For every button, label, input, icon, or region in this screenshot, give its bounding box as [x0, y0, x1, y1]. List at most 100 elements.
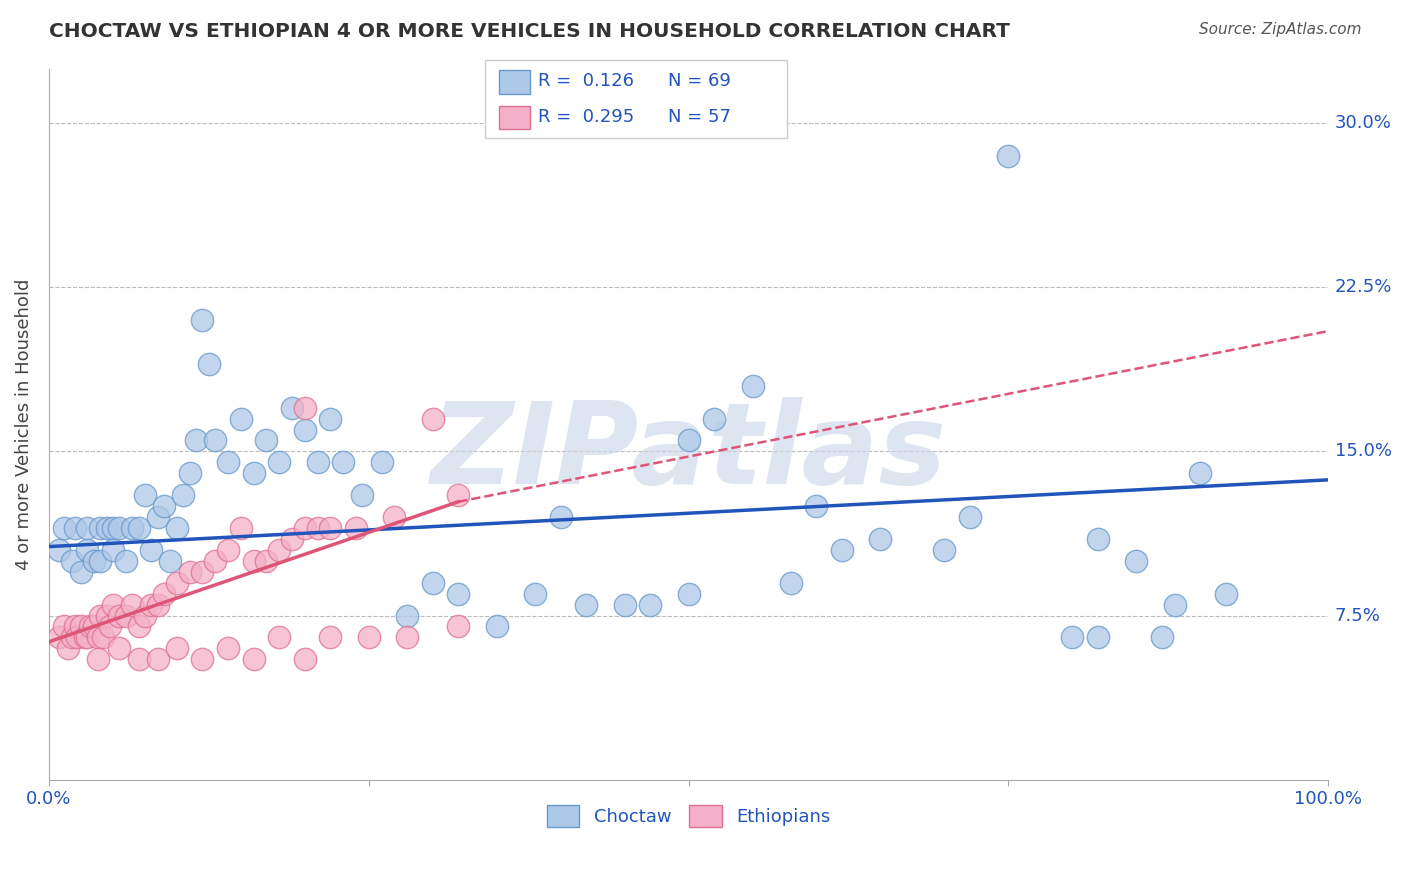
Point	[294, 521, 316, 535]
Point	[396, 631, 419, 645]
Point	[703, 411, 725, 425]
Point	[70, 619, 93, 633]
Point	[153, 499, 176, 513]
Point	[146, 652, 169, 666]
Point	[869, 532, 891, 546]
Point	[91, 631, 114, 645]
Text: 30.0%: 30.0%	[1334, 114, 1392, 132]
Y-axis label: 4 or more Vehicles in Household: 4 or more Vehicles in Household	[15, 278, 32, 570]
Point	[89, 608, 111, 623]
Point	[575, 598, 598, 612]
Point	[48, 542, 70, 557]
Point	[613, 598, 636, 612]
Point	[447, 619, 470, 633]
Point	[89, 554, 111, 568]
Point	[96, 608, 118, 623]
Point	[396, 608, 419, 623]
Point	[217, 455, 239, 469]
Text: CHOCTAW VS ETHIOPIAN 4 OR MORE VEHICLES IN HOUSEHOLD CORRELATION CHART: CHOCTAW VS ETHIOPIAN 4 OR MORE VEHICLES …	[49, 22, 1010, 41]
Point	[83, 554, 105, 568]
Point	[319, 411, 342, 425]
Point	[191, 313, 214, 327]
Point	[242, 652, 264, 666]
Point	[83, 619, 105, 633]
Point	[76, 521, 98, 535]
Point	[307, 521, 329, 535]
Point	[86, 631, 108, 645]
Point	[141, 598, 163, 612]
Point	[422, 411, 444, 425]
Point	[60, 631, 83, 645]
Point	[422, 575, 444, 590]
Point	[134, 608, 156, 623]
Point	[172, 488, 194, 502]
Point	[281, 401, 304, 415]
Point	[1189, 467, 1212, 481]
Point	[1087, 631, 1109, 645]
Point	[294, 401, 316, 415]
Point	[959, 510, 981, 524]
Point	[128, 619, 150, 633]
Point	[1215, 587, 1237, 601]
Point	[146, 510, 169, 524]
Point	[638, 598, 661, 612]
Point	[524, 587, 547, 601]
Point	[269, 631, 291, 645]
Point	[76, 631, 98, 645]
Point	[934, 542, 956, 557]
Point	[121, 598, 143, 612]
Point	[204, 554, 226, 568]
Point	[678, 587, 700, 601]
Point	[294, 423, 316, 437]
Point	[1150, 631, 1173, 645]
Point	[269, 455, 291, 469]
Point	[550, 510, 572, 524]
Point	[254, 554, 277, 568]
Point	[242, 554, 264, 568]
Point	[56, 641, 79, 656]
Text: 15.0%: 15.0%	[1334, 442, 1392, 460]
Point	[63, 521, 86, 535]
Point	[1163, 598, 1185, 612]
Point	[217, 641, 239, 656]
Point	[100, 619, 122, 633]
Point	[198, 357, 221, 371]
Point	[780, 575, 803, 590]
Point	[191, 652, 214, 666]
Point	[1125, 554, 1147, 568]
Point	[89, 521, 111, 535]
Text: ZIPatlas: ZIPatlas	[430, 397, 946, 508]
Point	[447, 587, 470, 601]
Point	[134, 488, 156, 502]
Point	[344, 521, 367, 535]
Point	[128, 652, 150, 666]
Point	[447, 488, 470, 502]
Legend: Choctaw, Ethiopians: Choctaw, Ethiopians	[540, 798, 838, 835]
Point	[229, 521, 252, 535]
Point	[141, 542, 163, 557]
Point	[352, 488, 374, 502]
Point	[184, 434, 207, 448]
Point	[806, 499, 828, 513]
Point	[70, 565, 93, 579]
Point	[294, 652, 316, 666]
Point	[63, 619, 86, 633]
Point	[114, 608, 136, 623]
Point	[242, 467, 264, 481]
Point	[307, 455, 329, 469]
Point	[319, 521, 342, 535]
Point	[60, 554, 83, 568]
Point	[229, 411, 252, 425]
Point	[1062, 631, 1084, 645]
Point	[166, 641, 188, 656]
Point	[254, 434, 277, 448]
Point	[357, 631, 380, 645]
Point	[114, 554, 136, 568]
Point	[153, 587, 176, 601]
Point	[73, 631, 96, 645]
Text: 7.5%: 7.5%	[1334, 607, 1381, 624]
Text: R =  0.126: R = 0.126	[538, 72, 634, 90]
Point	[831, 542, 853, 557]
Point	[101, 542, 124, 557]
Point	[96, 521, 118, 535]
